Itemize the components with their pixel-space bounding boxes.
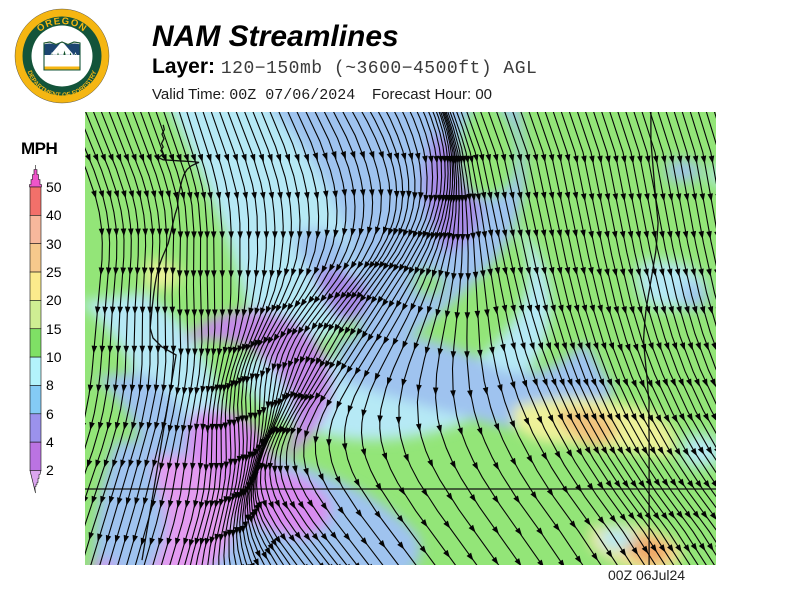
svg-text:15: 15: [46, 321, 62, 337]
svg-text:4: 4: [46, 434, 54, 450]
svg-text:20: 20: [46, 292, 62, 308]
svg-text:6: 6: [46, 406, 54, 422]
svg-text:10: 10: [46, 349, 62, 365]
svg-text:2: 2: [46, 462, 54, 478]
svg-text:50: 50: [46, 179, 62, 195]
svg-text:30: 30: [46, 236, 62, 252]
svg-text:25: 25: [46, 264, 62, 280]
svg-text:40: 40: [46, 207, 62, 223]
svg-text:8: 8: [46, 377, 54, 393]
